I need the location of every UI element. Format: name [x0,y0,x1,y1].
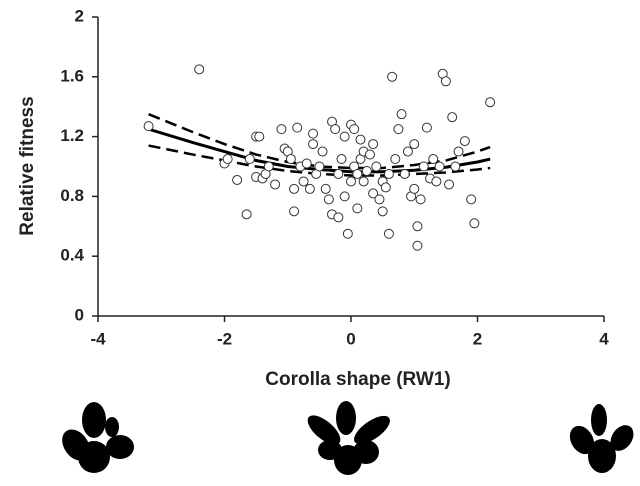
point [336,154,347,165]
y-tick-label: 0 [75,305,84,324]
point [308,128,319,139]
point [241,209,252,220]
point [292,122,303,133]
x-tick-label: 0 [346,329,355,348]
point [485,97,496,108]
point [333,212,344,223]
x-axis-label: Corolla shape (RW1) [265,369,450,390]
point [466,194,477,205]
point [450,161,461,172]
y-tick-label: 1.2 [60,126,84,145]
point [418,161,429,172]
x-tick-label: -4 [90,329,106,348]
point [364,149,375,160]
point [415,194,426,205]
point [333,168,344,179]
point [304,183,315,194]
point [434,161,445,172]
x-tick-label: -2 [217,329,232,348]
point [352,168,363,179]
point [431,176,442,187]
point [330,124,341,135]
point [396,109,407,120]
point [374,194,385,205]
y-tick-label: 0.8 [60,186,84,205]
point [421,122,432,133]
point [368,188,379,199]
point [323,194,334,205]
point [412,240,423,251]
point [383,168,394,179]
y-tick-label: 0.4 [60,246,84,265]
point [383,228,394,239]
flower-icon [569,404,634,473]
point [361,165,372,176]
point [355,134,366,145]
point [285,154,296,165]
point [377,206,388,217]
y-axis-label: Relative fitness [17,96,38,235]
flower-icon [307,401,390,475]
point [254,131,265,142]
point [349,124,360,135]
point [412,221,423,232]
point [409,139,420,150]
point [289,183,300,194]
point [194,64,205,75]
flower-icon [62,402,134,473]
point [469,218,480,229]
point [368,139,379,150]
point [314,161,325,172]
point [387,71,398,82]
point [320,183,331,194]
point [371,161,382,172]
point [289,206,300,217]
point [428,154,439,165]
point [358,176,369,187]
point [317,146,328,157]
point [447,112,458,123]
point [244,154,255,165]
point [402,146,413,157]
point [263,161,274,172]
y-tick-label: 2 [75,6,84,25]
point [393,124,404,135]
fit-line [148,113,491,170]
point [270,179,281,190]
point [459,136,470,147]
point [276,124,287,135]
x-tick-label: 4 [599,329,609,348]
y-tick-label: 1.6 [60,66,84,85]
point [453,146,464,157]
point [339,131,350,142]
point [232,174,243,185]
point [308,139,319,150]
point [301,158,312,169]
point [399,168,410,179]
point [342,228,353,239]
point [352,203,363,214]
x-tick-label: 2 [473,329,482,348]
point [380,182,391,193]
point [143,121,154,132]
point [346,176,356,187]
point [222,154,233,165]
point [339,191,350,202]
point [444,179,455,190]
point [390,154,401,165]
point [298,176,309,187]
point [409,183,420,194]
point [440,76,451,87]
